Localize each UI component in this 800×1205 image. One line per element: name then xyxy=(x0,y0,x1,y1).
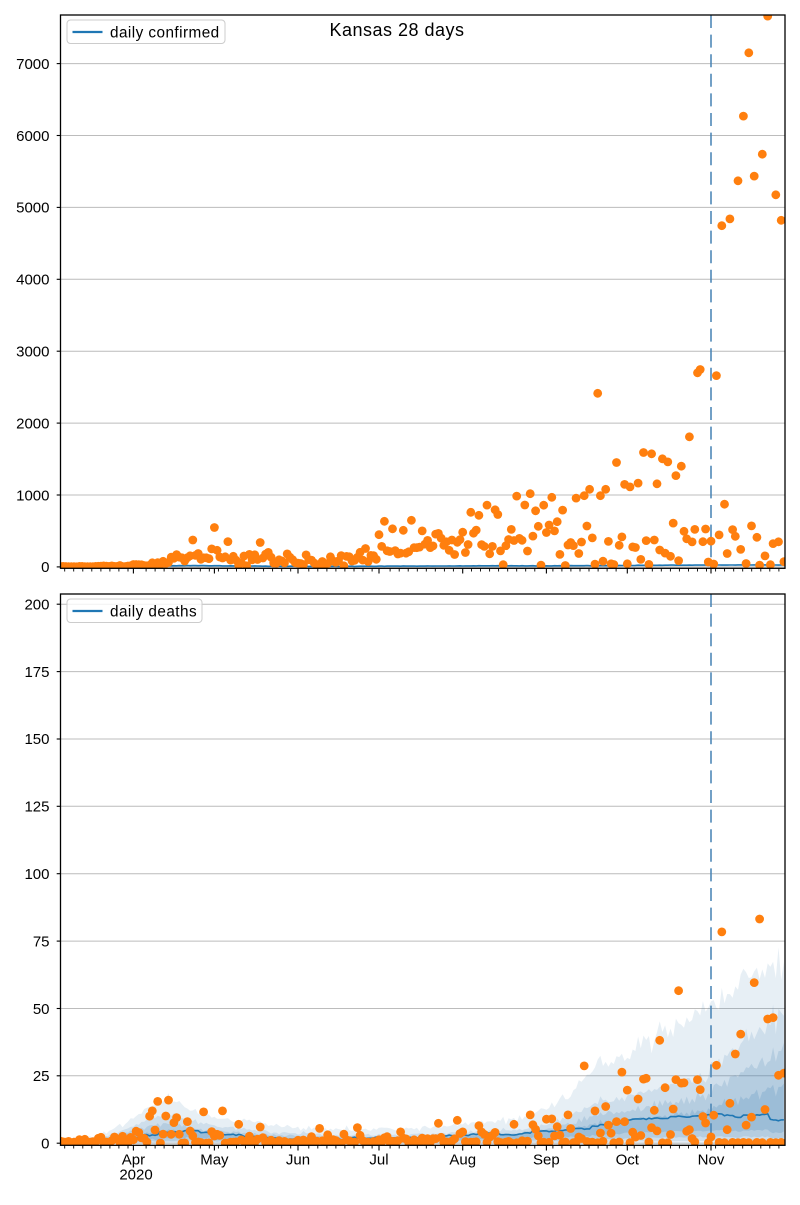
svg-text:200: 200 xyxy=(24,597,49,614)
svg-text:Oct: Oct xyxy=(616,1152,640,1169)
svg-text:Aug: Aug xyxy=(449,1152,476,1169)
svg-text:175: 175 xyxy=(24,664,49,681)
svg-text:Sep: Sep xyxy=(533,1152,560,1169)
svg-text:daily deaths: daily deaths xyxy=(110,603,197,620)
svg-text:75: 75 xyxy=(33,933,50,950)
svg-text:150: 150 xyxy=(24,731,49,748)
svg-text:0: 0 xyxy=(41,1136,49,1153)
svg-text:25: 25 xyxy=(33,1068,50,1085)
svg-text:Apr: Apr xyxy=(122,1152,145,1169)
svg-text:5000: 5000 xyxy=(16,200,49,217)
svg-text:50: 50 xyxy=(33,1001,50,1018)
svg-text:0: 0 xyxy=(41,559,49,576)
svg-text:May: May xyxy=(200,1152,229,1169)
svg-text:Jun: Jun xyxy=(286,1152,310,1169)
svg-text:Kansas 28 days: Kansas 28 days xyxy=(329,20,464,40)
svg-text:125: 125 xyxy=(24,799,49,816)
svg-text:daily confirmed: daily confirmed xyxy=(110,24,220,41)
svg-text:Jul: Jul xyxy=(369,1152,388,1169)
svg-text:1000: 1000 xyxy=(16,487,49,504)
svg-text:2000: 2000 xyxy=(16,415,49,432)
svg-text:7000: 7000 xyxy=(16,56,49,73)
svg-text:100: 100 xyxy=(24,866,49,883)
svg-text:3000: 3000 xyxy=(16,344,49,361)
svg-text:4000: 4000 xyxy=(16,272,49,289)
svg-text:6000: 6000 xyxy=(16,128,49,145)
svg-text:Nov: Nov xyxy=(698,1152,725,1169)
svg-text:2020: 2020 xyxy=(119,1167,152,1184)
